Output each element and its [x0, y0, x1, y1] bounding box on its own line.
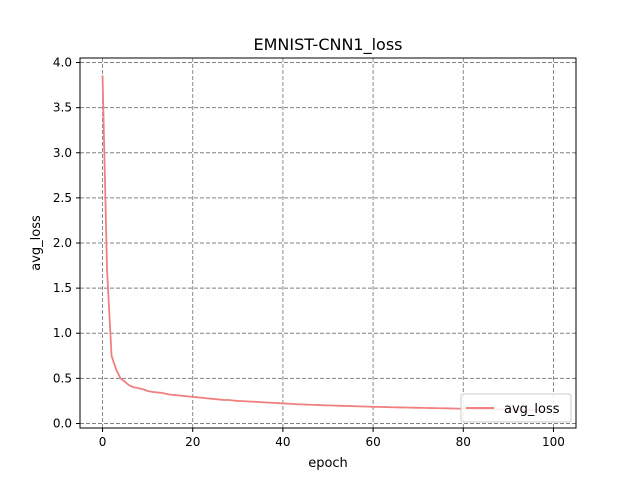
y-tick-label: 3.0: [53, 146, 72, 160]
x-axis-label: epoch: [308, 456, 348, 471]
y-tick-label: 1.5: [53, 281, 72, 295]
y-tick-label: 1.0: [53, 326, 72, 340]
y-tick-label: 2.0: [53, 236, 72, 250]
axes-layer: 0 20 40 60 80 100 0.0 0.5 1.0 1.5 2.0 2.5 3.0 3.5 4.0: [53, 56, 565, 449]
x-tick-label: 20: [185, 435, 200, 449]
legend-box: [460, 393, 572, 423]
y-tick-label: 3.5: [53, 101, 72, 115]
y-tick-label: 4.0: [53, 56, 72, 70]
legend[interactable]: avg_loss: [460, 393, 572, 423]
grid-layer: [80, 58, 576, 428]
legend-label: avg_loss: [504, 402, 560, 417]
x-tick-label: 80: [456, 435, 471, 449]
x-tick-label: 40: [275, 435, 290, 449]
x-tick-label: 100: [542, 435, 565, 449]
chart-title: EMNIST-CNN1_loss: [253, 35, 402, 55]
x-tick-label: 60: [365, 435, 380, 449]
y-axis-label: avg_loss: [29, 215, 44, 271]
x-tick-label: 0: [99, 435, 107, 449]
y-tick-label: 0.5: [53, 371, 72, 385]
y-tick-label: 2.5: [53, 191, 72, 205]
y-tick-label: 0.0: [53, 416, 72, 430]
